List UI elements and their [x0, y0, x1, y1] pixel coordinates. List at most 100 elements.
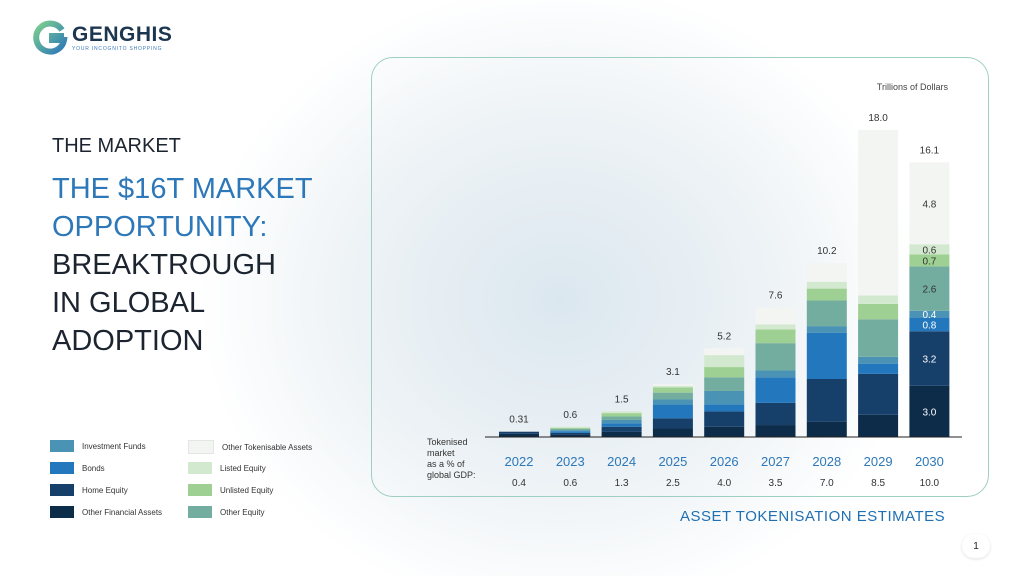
headline-line: ADOPTION — [52, 325, 204, 357]
bar-segment — [858, 319, 899, 357]
legend-label: Other Financial Assets — [82, 507, 163, 517]
bar-segment — [704, 348, 745, 356]
bar-segment — [858, 356, 899, 364]
bar-segment — [909, 385, 950, 437]
legend-item: Investment Funds — [50, 440, 146, 452]
legend-swatch — [188, 440, 214, 454]
legend-item: Listed Equity — [188, 462, 266, 474]
chart-frame — [371, 57, 989, 497]
brand-tagline: YOUR INCOGNITO SHOPPING — [72, 46, 163, 52]
gdp-percent-label: 4.0 — [717, 478, 731, 489]
segment-label: 0.7 — [922, 256, 936, 267]
x-tick-label: 2026 — [710, 454, 739, 469]
genghis-logo-icon — [33, 20, 68, 55]
legend-swatch — [188, 484, 212, 496]
segment-label: 0.6 — [922, 245, 936, 256]
legend-swatch — [50, 506, 74, 518]
bar-segment — [652, 392, 693, 400]
bar-segment — [704, 390, 745, 405]
legend-label: Investment Funds — [82, 441, 146, 451]
segment-label: 3.0 — [922, 407, 936, 418]
legend-swatch — [188, 462, 212, 474]
bar-segment — [909, 254, 950, 267]
gdp-percent-label: 2.5 — [666, 478, 680, 489]
segment-label: 2.6 — [922, 285, 936, 296]
bar-segment — [704, 411, 745, 427]
gdp-percent-label: 0.6 — [563, 478, 577, 489]
bar-segment — [806, 281, 847, 289]
segment-label: 0.8 — [922, 320, 936, 331]
legend-item: Other Tokenisable Assets — [188, 440, 312, 454]
bar-segment — [909, 310, 950, 318]
legend-item: Unlisted Equity — [188, 484, 273, 496]
bar-segment — [806, 300, 847, 327]
bar-segment — [550, 428, 591, 431]
legend-swatch — [50, 484, 74, 496]
bar-segment — [652, 404, 693, 419]
gdp-row-label: as a % of — [427, 459, 465, 469]
logo: GENGHIS YOUR INCOGNITO SHOPPING — [32, 20, 172, 56]
legend-item: Home Equity — [50, 484, 128, 496]
bar-segment — [858, 303, 899, 320]
gdp-percent-label: 1.3 — [615, 478, 629, 489]
legend-swatch — [50, 440, 74, 452]
segment-label: 4.8 — [922, 199, 936, 210]
gdp-percent-label: 10.0 — [920, 478, 940, 489]
bar-segment — [499, 433, 539, 437]
x-tick-label: 2023 — [556, 454, 585, 469]
bar-total-label: 5.2 — [717, 331, 731, 342]
x-tick-label: 2022 — [505, 454, 534, 469]
gdp-row-label: Tokenised — [427, 437, 468, 447]
bar-total-label: 3.1 — [666, 367, 680, 378]
bar-segment — [909, 244, 950, 255]
bar-segment — [601, 413, 642, 417]
bar-segment — [909, 162, 950, 245]
bar-total-label: 0.31 — [509, 415, 529, 426]
bar-segment — [909, 317, 950, 332]
bar-segment — [755, 343, 796, 371]
bar-segment — [601, 431, 642, 437]
chart-footer-title: ASSET TOKENISATION ESTIMATES — [680, 508, 946, 525]
bar-segment — [806, 288, 847, 301]
bar-total-label: 16.1 — [920, 145, 940, 156]
bar-segment — [806, 421, 847, 437]
legend-label: Other Equity — [220, 507, 265, 517]
bar-segment — [704, 377, 745, 391]
gdp-percent-label: 0.4 — [512, 478, 526, 489]
bar-segment — [652, 384, 693, 386]
brand-name: GENGHIS — [72, 23, 173, 46]
bar-segment — [550, 432, 591, 435]
bar-segment — [755, 377, 796, 403]
bar-segment — [652, 387, 693, 393]
bar-segment — [704, 426, 745, 437]
x-tick-label: 2025 — [658, 454, 687, 469]
gdp-row-label: market — [427, 448, 455, 458]
gdp-percent-label: 7.0 — [820, 478, 834, 489]
gdp-percent-label: 3.5 — [769, 478, 783, 489]
bar-total-label: 10.2 — [817, 246, 837, 257]
bar-total-label: 0.6 — [563, 410, 577, 421]
bar-segment — [704, 367, 745, 378]
bar-segment — [806, 263, 847, 282]
bar-segment — [909, 266, 950, 311]
bar-segment — [652, 418, 693, 429]
bar-segment — [550, 434, 591, 437]
bar-segment — [601, 416, 642, 420]
legend-swatch — [50, 462, 74, 474]
headline-line: BREAKTROUGH — [52, 249, 276, 281]
bar-total-label: 18.0 — [868, 113, 888, 124]
bar-segment — [755, 370, 796, 378]
bar-segment — [652, 385, 693, 388]
segment-label: 3.2 — [922, 355, 936, 366]
chart-legend: Investment Funds Bonds Home Equity Other… — [50, 440, 350, 530]
bar-segment — [858, 373, 899, 415]
legend-label: Unlisted Equity — [220, 485, 274, 495]
gdp-row-label: global GDP: — [427, 470, 476, 480]
chart-unit-label: Trillions of Dollars — [877, 82, 949, 92]
bar-segment — [652, 399, 693, 405]
bar-segment — [550, 427, 591, 429]
bar-segment — [858, 295, 899, 304]
bar-segment — [755, 307, 796, 325]
x-tick-label: 2024 — [607, 454, 636, 469]
bar-segment — [755, 425, 796, 437]
